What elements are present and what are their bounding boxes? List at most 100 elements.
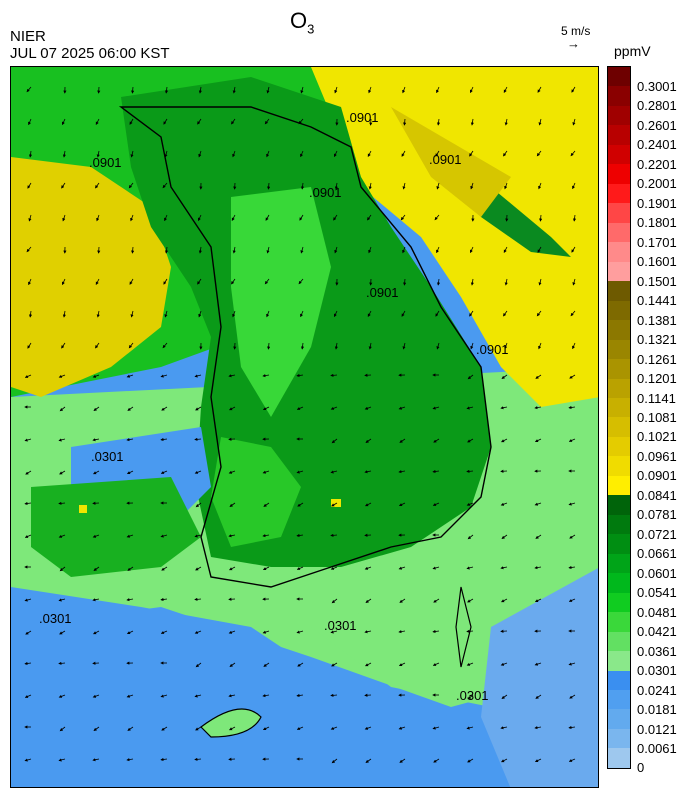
wind-arrow xyxy=(470,342,474,350)
field-0481-land xyxy=(231,187,331,417)
wind-arrow xyxy=(398,662,406,667)
wind-arrow xyxy=(466,502,474,506)
wind-arrow xyxy=(28,278,32,286)
wind-arrow xyxy=(228,630,236,634)
wind-arrow xyxy=(195,406,202,411)
wind-arrow xyxy=(469,86,474,94)
wind-arrow xyxy=(501,534,508,539)
wind-arrow xyxy=(164,150,168,158)
wind-arrow xyxy=(28,150,33,158)
wind-arrow xyxy=(432,469,440,474)
wind-arrow xyxy=(62,310,66,318)
wind-arrow xyxy=(228,534,236,538)
legend-swatch xyxy=(608,67,630,87)
wind-arrow xyxy=(432,726,440,730)
wind-arrow xyxy=(300,342,305,350)
wind-arrow xyxy=(127,726,134,731)
wind-arrow xyxy=(266,310,270,318)
wind-arrow xyxy=(264,278,270,285)
wind-arrow xyxy=(92,758,100,762)
wind-arrow xyxy=(403,278,407,286)
wind-arrow xyxy=(572,214,577,222)
wind-arrow xyxy=(160,374,168,378)
jeju-island xyxy=(200,708,262,738)
wind-arrow xyxy=(126,630,134,635)
wind-arrow xyxy=(500,438,508,443)
wind-arrow xyxy=(232,150,236,158)
wind-arrow xyxy=(399,758,406,763)
wind-arrow xyxy=(467,374,474,380)
wind-arrow xyxy=(266,150,270,158)
legend-swatch xyxy=(608,612,630,632)
wind-arrow xyxy=(262,726,270,731)
wind-arrow xyxy=(572,278,576,286)
wind-arrow xyxy=(93,406,100,411)
contour-label: .0901 xyxy=(476,342,509,357)
contour-label: .0901 xyxy=(89,155,122,170)
wind-arrow xyxy=(262,534,270,538)
wind-arrow xyxy=(399,598,406,603)
contour-label: .0301 xyxy=(39,611,72,626)
legend-tick-label: 0.0961 xyxy=(637,448,677,464)
wind-arrow xyxy=(432,566,440,570)
legend-tick-label: 0.0241 xyxy=(637,682,677,698)
chart-title: O3 xyxy=(290,8,315,37)
wind-arrow xyxy=(368,342,372,350)
wind-arrow xyxy=(129,118,134,125)
wind-arrow xyxy=(59,566,66,572)
unit-label: ppmV xyxy=(614,43,651,59)
wind-arrow xyxy=(568,758,576,762)
wind-arrow xyxy=(568,725,576,730)
wind-arrow xyxy=(194,597,202,601)
wind-arrow xyxy=(126,534,134,538)
wind-arrow xyxy=(331,598,338,604)
wind-arrow xyxy=(330,533,338,537)
wind-arrow xyxy=(436,118,441,126)
wind-arrow xyxy=(296,726,304,730)
wind-arrow xyxy=(58,758,66,762)
wind-arrow xyxy=(570,150,576,157)
wind-arrow xyxy=(262,694,270,698)
wind-arrow xyxy=(266,86,270,94)
wind-arrow xyxy=(164,310,168,318)
wind-arrow xyxy=(262,406,270,411)
wind-arrow xyxy=(24,694,32,698)
wind-arrow xyxy=(197,118,202,125)
legend-swatch xyxy=(608,320,630,340)
vector-reference-label: 5 m/s xyxy=(561,24,591,38)
wind-arrow xyxy=(93,726,100,731)
wind-arrow xyxy=(469,150,474,157)
wind-arrow xyxy=(401,310,406,317)
legend-tick-label: 0.1441 xyxy=(637,293,677,309)
wind-arrow xyxy=(58,534,66,538)
legend-tick-label: 0.1501 xyxy=(637,273,677,289)
legend-swatch xyxy=(608,86,630,106)
legend-tick-label: 0.0721 xyxy=(637,526,677,542)
legend-swatch xyxy=(608,417,630,437)
legend-tick-label: 0.0901 xyxy=(637,468,677,484)
legend-tick-label: 0.1801 xyxy=(637,215,677,231)
wind-arrow xyxy=(467,438,474,443)
wind-arrow xyxy=(402,342,406,350)
wind-arrow xyxy=(537,86,542,93)
legend-tick-label: 0.0301 xyxy=(637,663,677,679)
wind-arrow xyxy=(228,566,236,571)
wind-arrow xyxy=(26,246,32,253)
contour-label: .0301 xyxy=(91,449,124,464)
wind-arrow xyxy=(265,214,270,221)
wind-arrow xyxy=(58,374,66,378)
legend-swatch xyxy=(608,456,630,476)
wind-arrow xyxy=(24,758,32,762)
wind-arrow xyxy=(161,406,168,411)
wind-arrow xyxy=(160,597,168,602)
color-legend xyxy=(607,66,631,769)
wind-arrow xyxy=(198,246,202,254)
wind-arrow xyxy=(298,118,304,125)
wind-arrow xyxy=(534,406,542,410)
wind-arrow xyxy=(364,502,372,507)
legend-tick-label: 0.0361 xyxy=(637,643,677,659)
wind-arrow xyxy=(232,86,236,94)
wind-arrow xyxy=(164,214,168,222)
hotspot-cell xyxy=(331,499,341,507)
wind-arrow xyxy=(334,342,338,350)
